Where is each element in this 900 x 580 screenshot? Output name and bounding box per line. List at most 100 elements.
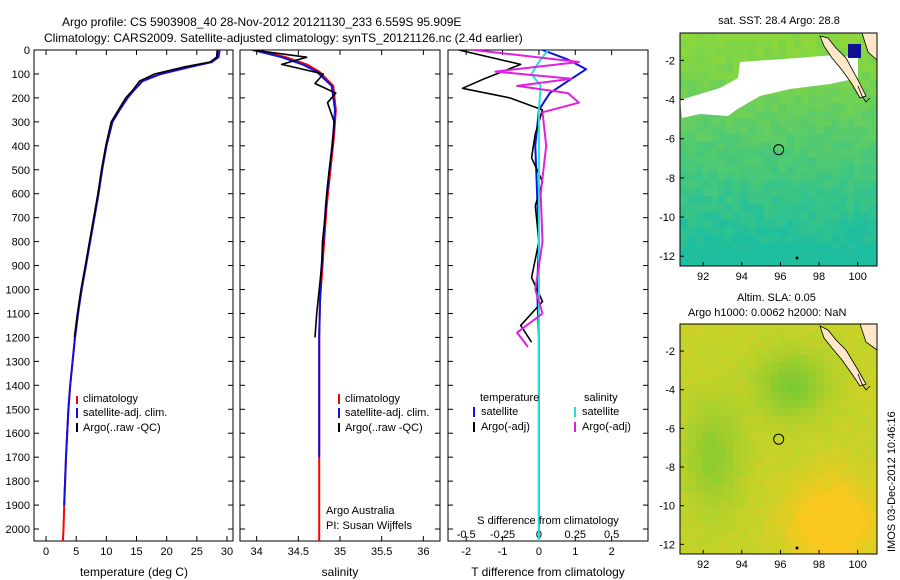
map-grid-cell	[695, 48, 704, 57]
map-grid-cell	[725, 469, 734, 478]
map-grid-cell	[839, 219, 848, 228]
map-grid-cell	[710, 56, 719, 65]
map-grid-cell	[687, 331, 696, 340]
map-grid-cell	[801, 354, 810, 363]
map-grid-cell	[770, 400, 780, 409]
map-grid-cell	[748, 234, 757, 244]
depth-ytick-label: 1300	[6, 356, 30, 368]
map-grid-cell	[740, 203, 749, 213]
map-grid-cell	[801, 454, 810, 463]
map-grid-cell	[755, 538, 764, 547]
map-grid-cell	[801, 408, 810, 417]
map-grid-cell	[687, 431, 696, 440]
map-grid-cell	[823, 370, 833, 379]
map-grid-cell	[869, 165, 877, 174]
legend-label-satellite: satellite-adj. clim.	[345, 407, 429, 419]
map-grid-cell	[846, 508, 855, 517]
map-grid-cell	[763, 508, 772, 517]
map-xtick-label: 94	[736, 271, 748, 283]
map-grid-cell	[801, 227, 810, 236]
sst-map-title: sat. SST: 28.4 Argo: 28.8	[718, 15, 840, 27]
map-grid-cell	[725, 431, 734, 440]
map-grid-cell	[695, 165, 704, 174]
map-grid-cell	[793, 408, 802, 417]
map-grid-cell	[778, 234, 787, 244]
map-grid-cell	[778, 408, 787, 417]
depth-ytick-label: 0	[24, 45, 30, 57]
map-grid-cell	[695, 508, 704, 517]
map-grid-cell	[808, 211, 817, 220]
map-grid-cell	[770, 250, 780, 259]
map-grid-cell	[839, 492, 848, 501]
map-grid-cell	[823, 87, 833, 96]
map-grid-cell	[717, 203, 727, 213]
map-grid-cell	[846, 211, 855, 220]
map-grid-cell	[702, 110, 711, 120]
map-grid-cell	[823, 133, 833, 143]
map-grid-cell	[869, 423, 877, 432]
map-grid-cell	[816, 546, 825, 554]
map-grid-cell	[839, 408, 848, 417]
map-grid-cell	[717, 423, 727, 432]
map-grid-cell	[861, 492, 871, 501]
map-grid-cell	[786, 531, 795, 540]
map-grid-cell	[778, 354, 787, 363]
map-grid-cell	[861, 477, 871, 486]
map-xtick-label: 98	[813, 559, 825, 571]
depth-ytick-label: 200	[12, 93, 30, 105]
map-grid-cell	[733, 331, 742, 340]
map-xtick-label: 94	[736, 559, 748, 571]
map-grid-cell	[702, 385, 711, 394]
map-grid-cell	[748, 500, 757, 509]
map-grid-cell	[823, 149, 833, 158]
map-grid-cell	[770, 362, 780, 371]
map-grid-cell	[861, 196, 871, 205]
map-grid-cell	[687, 354, 696, 363]
map-grid-cell	[770, 211, 780, 220]
map-grid-cell	[831, 485, 840, 494]
map-grid-cell	[869, 258, 877, 266]
map-grid-cell	[861, 454, 871, 463]
map-grid-cell	[808, 431, 817, 440]
s-difference-tick-label: 0.5	[604, 529, 619, 541]
map-grid-cell	[861, 48, 871, 57]
map-grid-cell	[702, 416, 711, 425]
map-grid-cell	[740, 157, 749, 166]
map-grid-cell	[823, 446, 833, 455]
map-grid-cell	[755, 40, 764, 50]
map-grid-cell	[816, 508, 825, 517]
map-grid-cell	[717, 439, 727, 448]
map-grid-cell	[717, 362, 727, 371]
map-grid-cell	[808, 219, 817, 228]
map-grid-cell	[695, 203, 704, 213]
map-grid-cell	[725, 203, 734, 213]
map-grid-cell	[680, 126, 689, 135]
map-grid-cell	[831, 354, 840, 363]
map-grid-cell	[854, 141, 863, 151]
map-grid-cell	[680, 370, 689, 379]
map-grid-cell	[823, 118, 833, 127]
map-ytick-label: -4	[665, 385, 675, 397]
map-grid-cell	[869, 462, 877, 471]
map-grid-cell	[846, 347, 855, 356]
map-grid-cell	[861, 250, 871, 259]
map-grid-cell	[786, 227, 795, 236]
map-grid-cell	[717, 400, 727, 409]
map-grid-cell	[740, 219, 749, 228]
map-grid-cell	[778, 219, 787, 228]
map-grid-cell	[793, 110, 802, 120]
map-grid-cell	[846, 492, 855, 501]
map-grid-cell	[793, 354, 802, 363]
map-grid-cell	[854, 347, 863, 356]
map-grid-cell	[831, 531, 840, 540]
map-grid-cell	[801, 133, 810, 143]
map-grid-cell	[786, 87, 795, 96]
map-grid-cell	[816, 370, 825, 379]
map-grid-cell	[801, 469, 810, 478]
depth-ytick-label: 800	[12, 237, 30, 249]
map-grid-cell	[733, 149, 742, 158]
map-grid-cell	[695, 118, 704, 127]
map-grid-cell	[861, 347, 871, 356]
map-grid-cell	[846, 126, 855, 135]
map-grid-cell	[839, 211, 848, 220]
